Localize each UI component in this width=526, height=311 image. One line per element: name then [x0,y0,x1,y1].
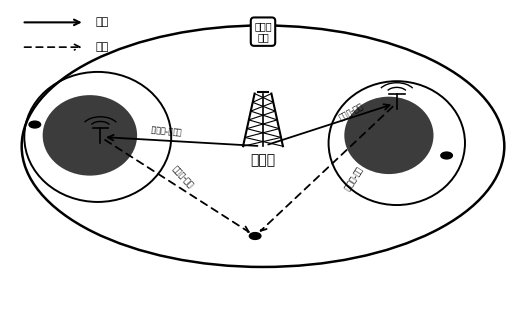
Text: 干扰: 干扰 [95,42,108,52]
Text: 微基站-用户: 微基站-用户 [170,164,195,190]
Text: 宏基站: 宏基站 [250,153,276,167]
Text: 宏基站-用户: 宏基站-用户 [337,102,365,123]
Text: 宏基站-微基站: 宏基站-微基站 [150,123,182,135]
FancyArrowPatch shape [108,135,257,146]
Circle shape [249,233,261,239]
Text: 用户-微基站: 用户-微基站 [341,165,363,193]
Text: 连接: 连接 [95,17,108,27]
Ellipse shape [43,95,137,176]
Circle shape [29,121,41,128]
FancyArrowPatch shape [268,104,390,145]
Circle shape [441,152,452,159]
Ellipse shape [345,97,433,174]
Text: 演进型
基站: 演进型 基站 [254,21,272,43]
FancyArrowPatch shape [105,140,249,232]
FancyArrowPatch shape [261,107,393,231]
